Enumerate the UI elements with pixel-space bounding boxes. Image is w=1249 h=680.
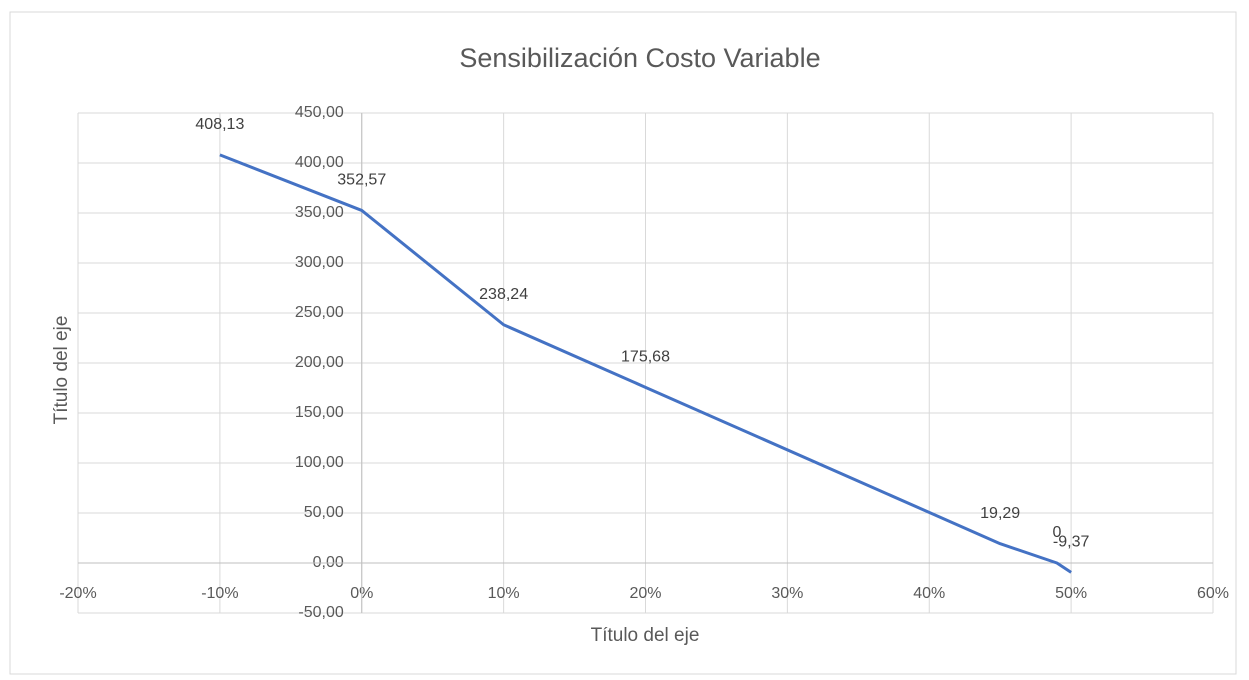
chart-title: Sensibilización Costo Variable — [459, 43, 820, 73]
y-tick-label: 450,00 — [295, 104, 344, 121]
y-tick-label: 300,00 — [295, 254, 344, 271]
x-tick-label: -10% — [201, 585, 238, 602]
data-label: 175,68 — [621, 349, 670, 366]
x-tick-label: 60% — [1197, 585, 1229, 602]
x-tick-label: 30% — [771, 585, 803, 602]
y-tick-label: 350,00 — [295, 204, 344, 221]
x-tick-label: -20% — [59, 585, 96, 602]
y-tick-label: -50,00 — [298, 604, 343, 621]
y-tick-label: 150,00 — [295, 404, 344, 421]
y-axis-title: Título del eje — [51, 316, 72, 425]
data-label: 238,24 — [479, 286, 528, 303]
data-label: 19,29 — [980, 505, 1020, 522]
data-label: 352,57 — [337, 172, 386, 189]
y-tick-label: 100,00 — [295, 454, 344, 471]
chart-border — [9, 11, 1237, 675]
data-label: 408,13 — [195, 116, 244, 133]
data-label: 0 — [1052, 524, 1061, 541]
data-label: -9,37 — [1053, 534, 1090, 551]
x-tick-label: 50% — [1055, 585, 1087, 602]
y-tick-label: 50,00 — [304, 504, 344, 521]
data-line — [219, 153, 1072, 574]
x-tick-label: 20% — [629, 585, 661, 602]
x-tick-label: 10% — [488, 585, 520, 602]
y-tick-label: 200,00 — [295, 354, 344, 371]
x-axis-title: Título del eje — [591, 625, 700, 646]
y-tick-label: 400,00 — [295, 154, 344, 171]
x-tick-label: 40% — [913, 585, 945, 602]
y-tick-label: 250,00 — [295, 304, 344, 321]
